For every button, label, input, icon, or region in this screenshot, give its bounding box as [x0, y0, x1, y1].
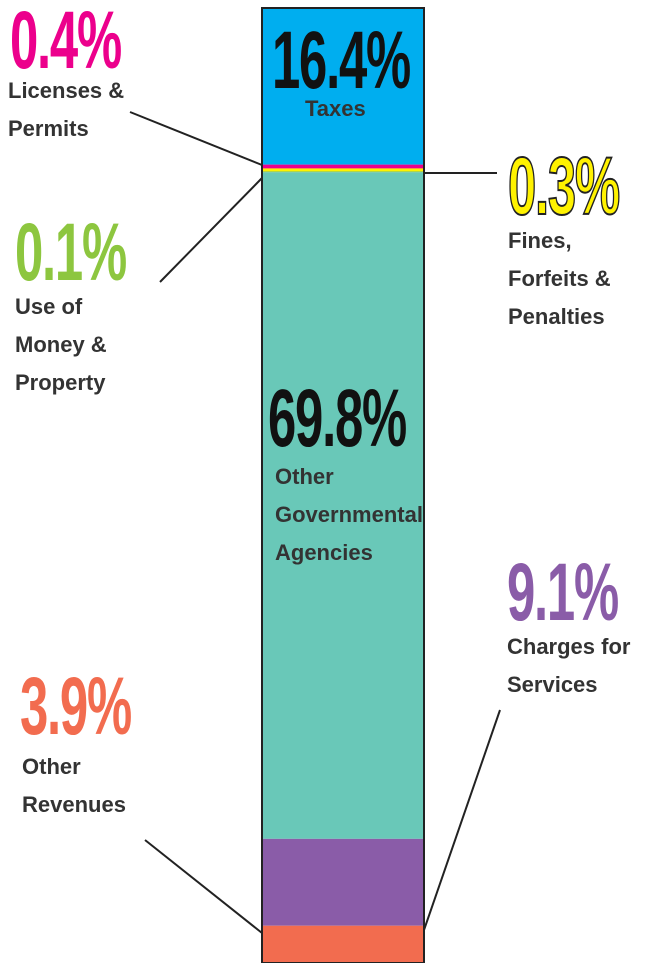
bar-segment — [262, 172, 424, 839]
series-label: Other Revenues — [22, 754, 126, 817]
series-label: Charges for Services — [507, 634, 631, 697]
value-label: 16.4% — [272, 15, 411, 106]
bar-segment — [262, 925, 424, 963]
value-label: 0.4% — [10, 0, 122, 86]
value-label: 3.9% — [20, 661, 132, 752]
series-label: Taxes — [305, 96, 366, 121]
bar-segment — [262, 171, 424, 173]
bar-segment — [262, 8, 424, 165]
series-label: Licenses & Permits — [8, 78, 125, 141]
leader-line — [129, 111, 263, 166]
value-label: 9.1% — [507, 547, 619, 638]
leader-line — [423, 709, 501, 931]
value-label: 0.3% — [507, 141, 620, 232]
value-label: 0.1% — [15, 207, 127, 298]
leader-line — [144, 839, 263, 934]
bar-segment — [262, 168, 424, 172]
bar-segment — [262, 838, 424, 926]
series-label: Fines, Forfeits & Penalties — [508, 228, 611, 329]
value-label: 69.8% — [268, 373, 407, 464]
series-label: Other Governmental Agencies — [275, 464, 423, 565]
bar-outline — [261, 7, 425, 963]
series-label: Use of Money & Property — [15, 294, 107, 395]
bar-segment — [262, 164, 424, 169]
leader-line — [159, 177, 263, 283]
